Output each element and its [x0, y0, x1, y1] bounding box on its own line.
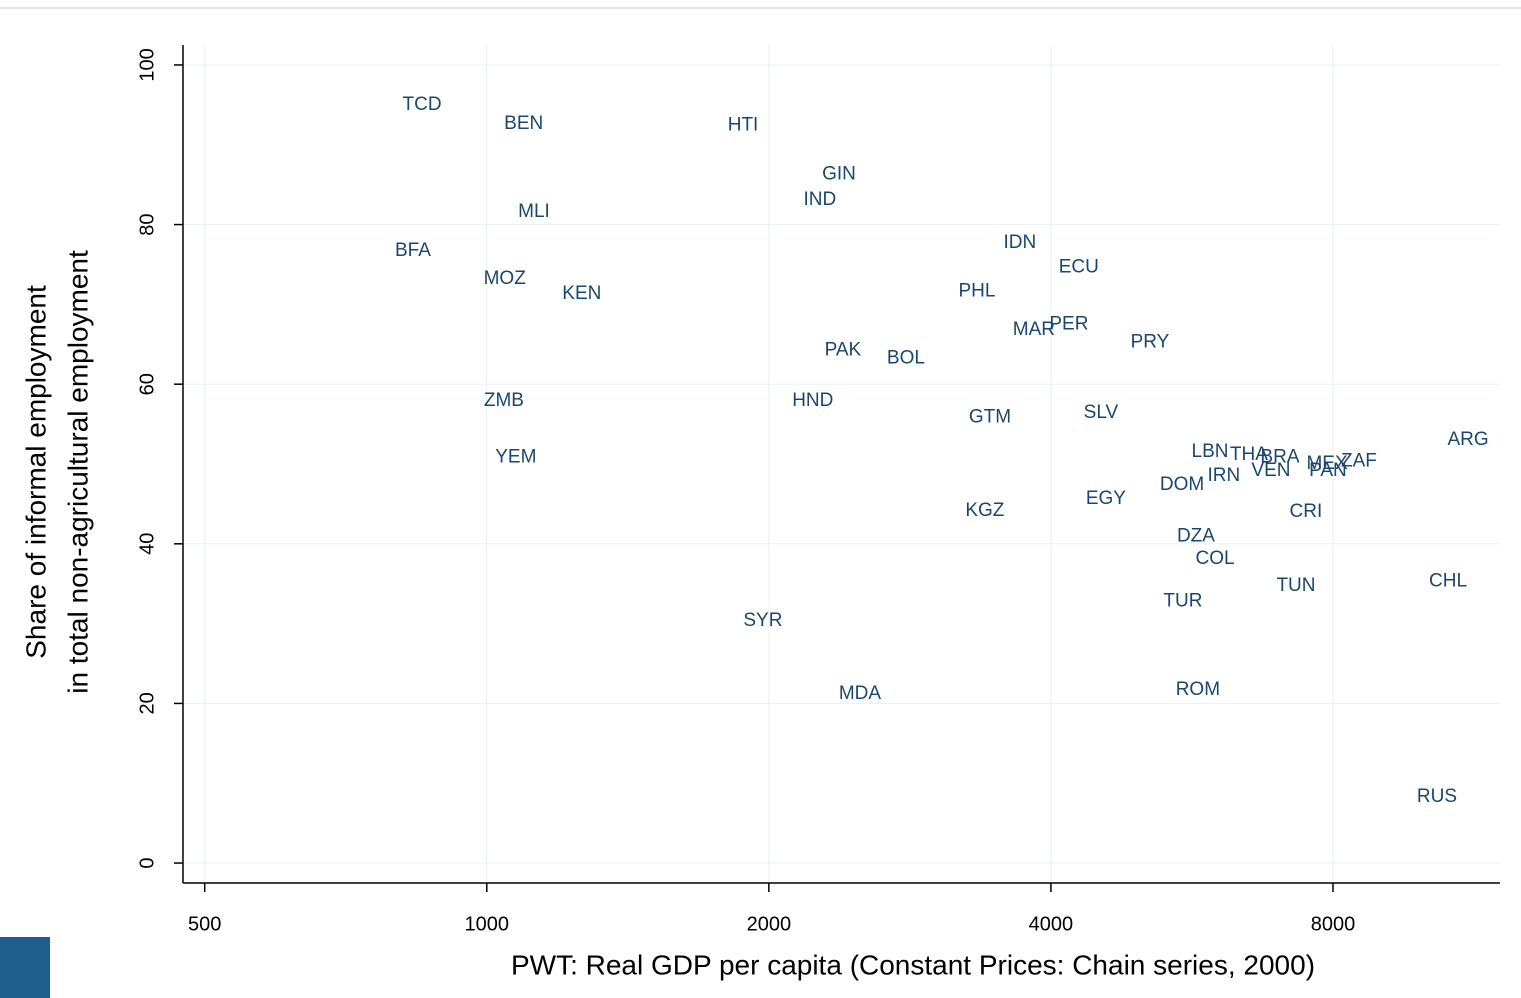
- point-label: ZMB: [484, 390, 524, 411]
- point-label: PRY: [1131, 332, 1170, 353]
- point-label: RUS: [1417, 786, 1457, 807]
- point-label: HND: [792, 390, 833, 411]
- point-label: DZA: [1177, 526, 1215, 547]
- point-label: MLI: [518, 201, 550, 222]
- y-tick-label: 60: [136, 373, 158, 395]
- point-label: EGY: [1086, 488, 1126, 509]
- point-label: COL: [1195, 548, 1234, 569]
- point-label: DOM: [1160, 474, 1204, 495]
- point-label: IND: [803, 189, 836, 210]
- y-tick-label: 100: [136, 48, 158, 81]
- point-label: GIN: [822, 163, 856, 184]
- point-label: MDA: [839, 683, 882, 704]
- point-label: KGZ: [965, 500, 1004, 521]
- point-label: BFA: [395, 240, 431, 261]
- point-label: THA: [1230, 444, 1268, 465]
- y-tick-label: 0: [136, 857, 158, 868]
- point-label: PAN: [1309, 460, 1347, 481]
- point-label: HTI: [728, 115, 759, 136]
- point-label: CHL: [1429, 570, 1467, 591]
- point-label: BEN: [504, 113, 543, 134]
- point-label: SYR: [743, 610, 782, 631]
- y-tick-label: 20: [136, 692, 158, 714]
- point-label: TCD: [403, 94, 442, 115]
- point-label: ARG: [1447, 429, 1488, 450]
- y-axis-title: Share of informal employment: [20, 285, 51, 659]
- point-label: GTM: [969, 407, 1011, 428]
- point-label: PAK: [825, 340, 862, 361]
- point-label: ECU: [1059, 257, 1099, 278]
- point-label: MOZ: [484, 268, 527, 289]
- point-label: IDN: [1003, 232, 1036, 253]
- x-axis-title: PWT: Real GDP per capita (Constant Price…: [511, 949, 1315, 980]
- point-label: PER: [1049, 313, 1088, 334]
- point-label: MAR: [1013, 319, 1055, 340]
- x-tick-label: 4000: [1029, 913, 1074, 935]
- point-label: TUR: [1163, 590, 1202, 611]
- point-label: LBN: [1192, 441, 1229, 462]
- point-label: IRN: [1208, 465, 1241, 486]
- x-tick-label: 8000: [1311, 913, 1356, 935]
- point-label: CRI: [1290, 501, 1323, 522]
- x-tick-label: 500: [188, 913, 221, 935]
- point-label: MEX: [1306, 453, 1348, 474]
- point-label: YEM: [495, 447, 536, 468]
- point-label: KEN: [562, 283, 601, 304]
- point-label: TUN: [1276, 575, 1315, 596]
- x-tick-label: 1000: [465, 913, 510, 935]
- y-tick-label: 40: [136, 533, 158, 555]
- x-tick-label: 2000: [747, 913, 792, 935]
- point-label: SLV: [1084, 402, 1119, 423]
- y-tick-label: 80: [136, 213, 158, 235]
- y-axis-title: in total non-agricultural employment: [62, 250, 93, 694]
- point-label: BOL: [887, 348, 925, 369]
- point-label: ROM: [1176, 679, 1220, 700]
- decoration: [0, 937, 50, 998]
- point-label: VEN: [1251, 460, 1290, 481]
- point-label: BRA: [1260, 447, 1299, 468]
- point-label: ZAF: [1341, 451, 1377, 472]
- point-label: PHL: [958, 281, 995, 302]
